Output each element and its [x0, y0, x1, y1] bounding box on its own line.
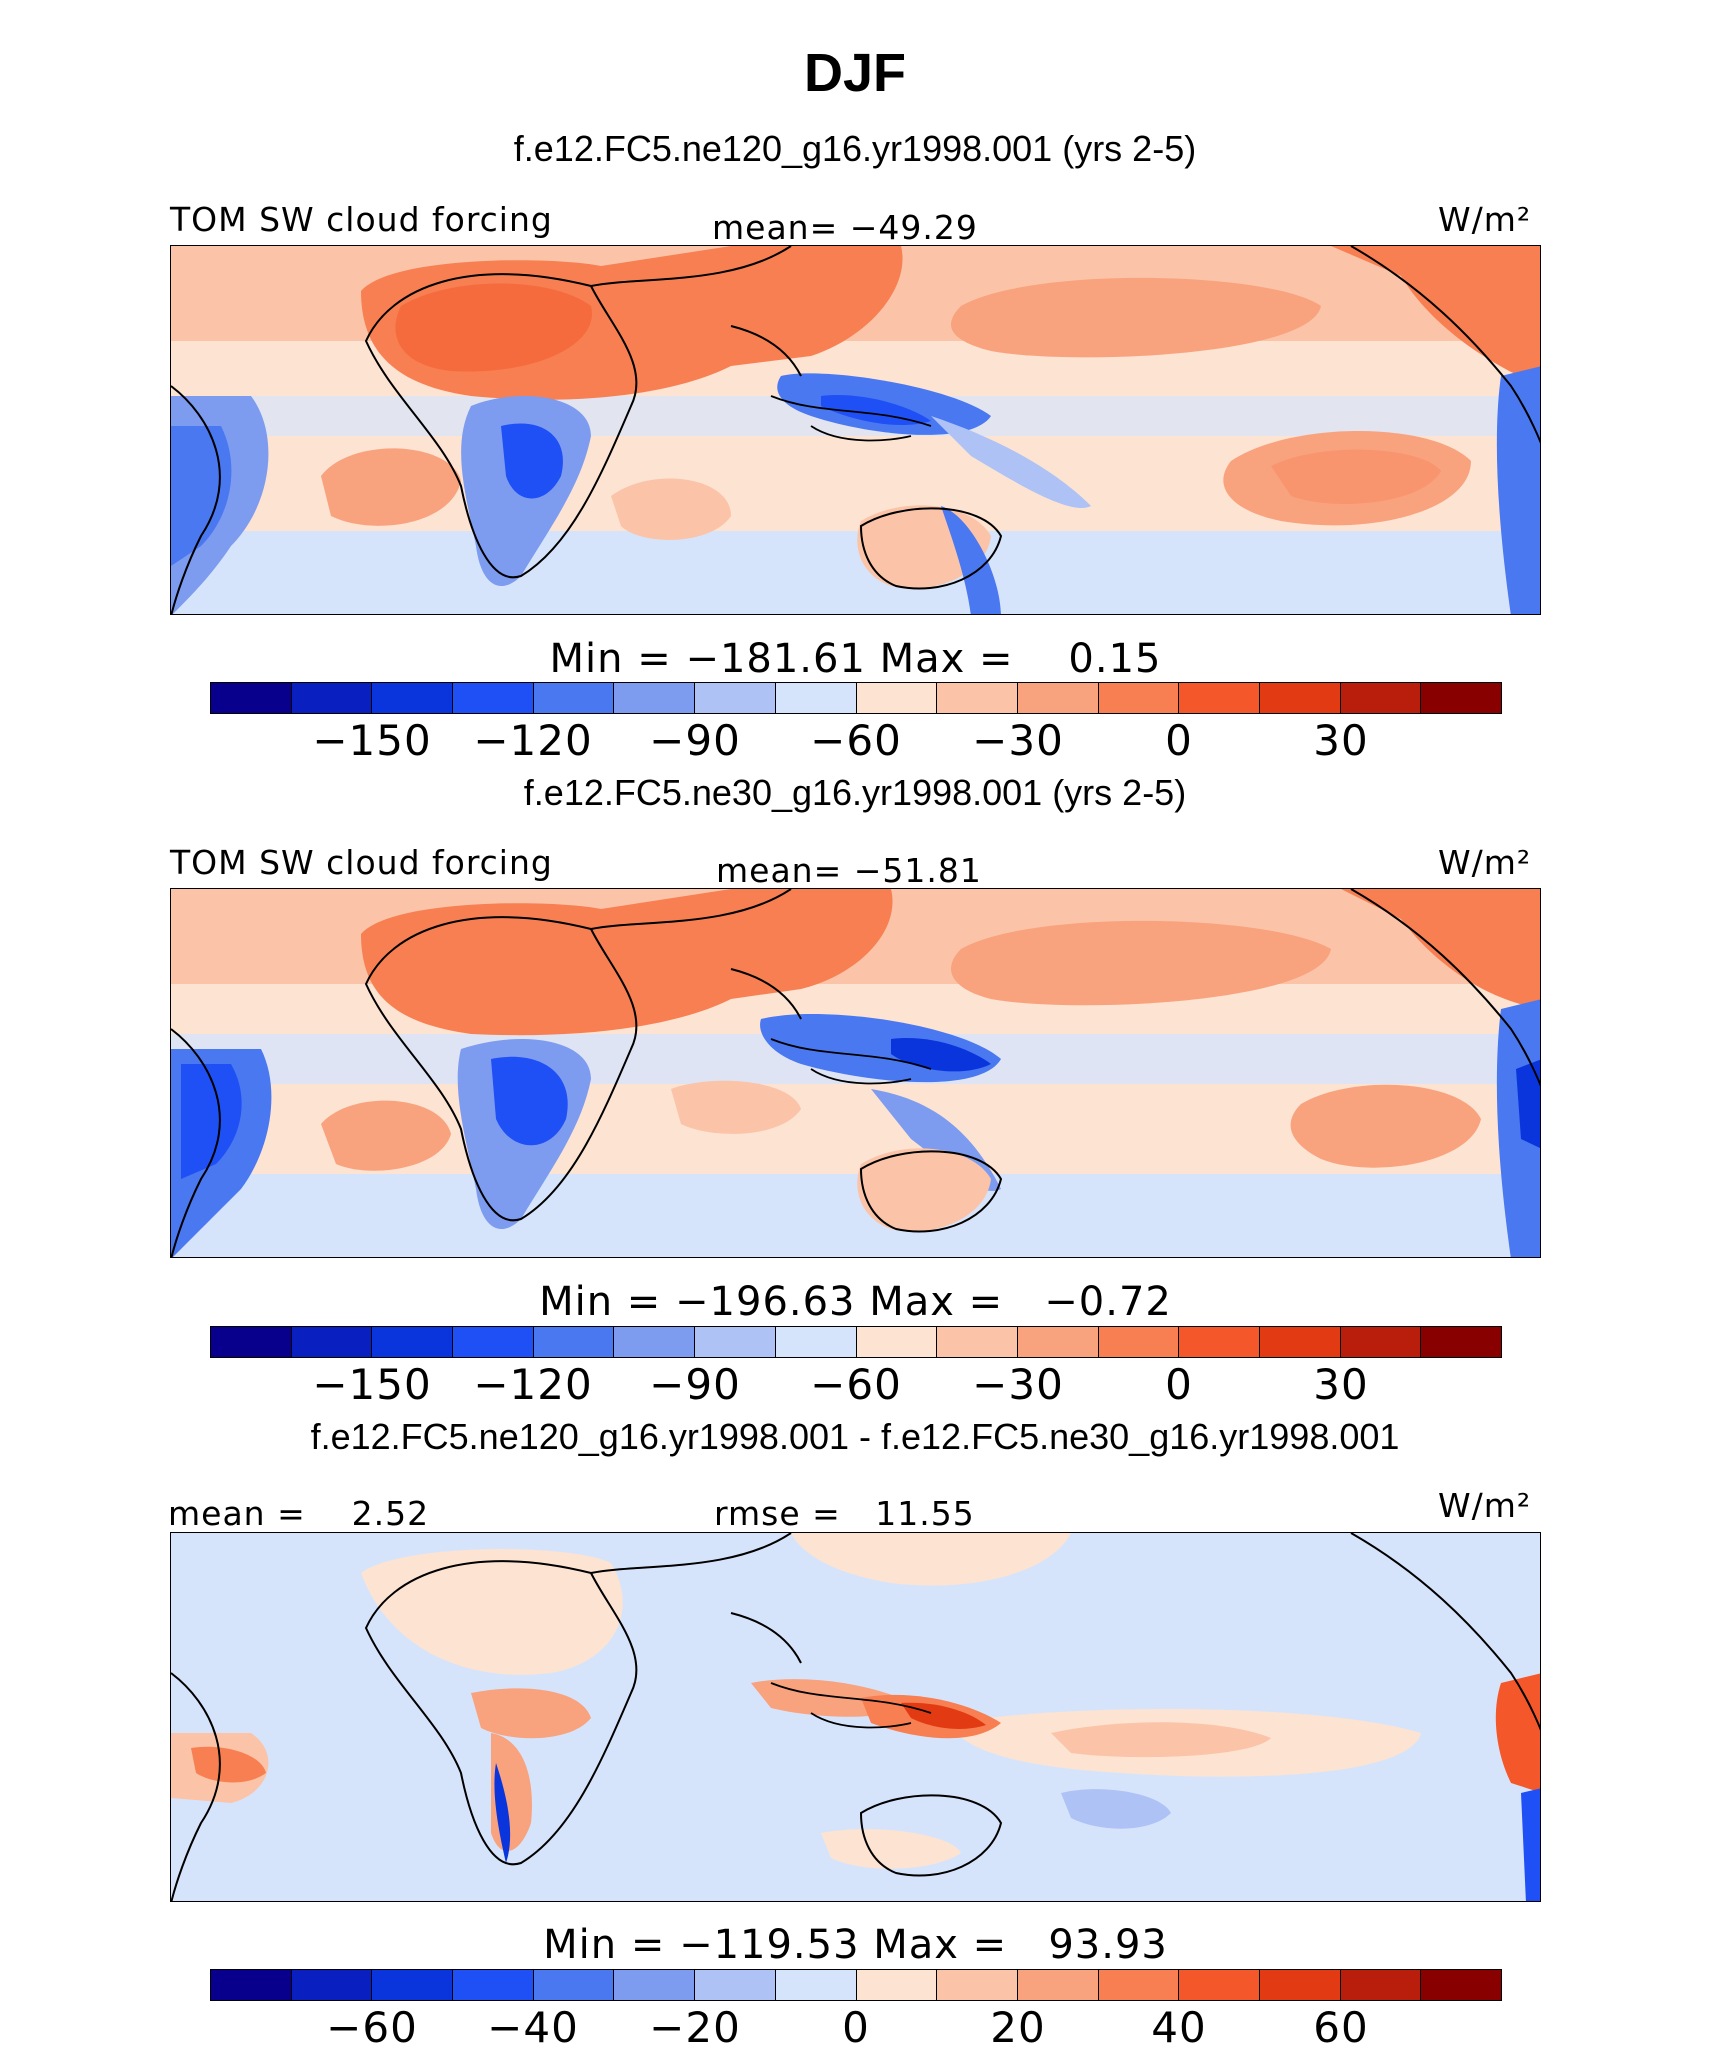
- panel-2-tick: −60: [810, 1360, 902, 1409]
- colorbar-swatch: [614, 1970, 696, 2000]
- panel-1-min-max: Min = −181.61 Max = 0.15: [549, 636, 1162, 682]
- colorbar-swatch: [533, 1327, 615, 1357]
- colorbar-swatch: [695, 1327, 776, 1357]
- colorbar-swatch: [1017, 1327, 1099, 1357]
- panel-2-tick: −90: [649, 1360, 741, 1409]
- panel-2-tick: 0: [1165, 1360, 1193, 1409]
- colorbar-swatch: [453, 683, 534, 713]
- panel-2-colorbar: [210, 1326, 1502, 1358]
- panel-3-tick: 0: [842, 2003, 870, 2052]
- colorbar-swatch: [1098, 683, 1180, 713]
- panel-2-tick: −150: [312, 1360, 432, 1409]
- colorbar-swatch: [291, 1970, 373, 2000]
- colorbar-swatch: [533, 683, 615, 713]
- colorbar-swatch: [211, 1327, 292, 1357]
- colorbar-swatch: [1179, 683, 1260, 713]
- panel-1-mean-label: mean= −49.29: [712, 208, 978, 247]
- panel-3-colorbar: [210, 1969, 1502, 2001]
- panel-1-map: [170, 245, 1541, 615]
- colorbar-swatch: [1017, 1970, 1099, 2000]
- panel-3-units-label: W/m²: [1438, 1486, 1532, 1525]
- panel-1-variable-label: TOM SW cloud forcing: [170, 200, 553, 239]
- panel-2-case-title: f.e12.FC5.ne30_g16.yr1998.001 (yrs 2-5): [523, 772, 1187, 813]
- colorbar-swatch: [1179, 1970, 1260, 2000]
- panel-3-tick: 40: [1151, 2003, 1207, 2052]
- colorbar-swatch: [937, 683, 1018, 713]
- panel-3-tick: −60: [326, 2003, 418, 2052]
- panel-3-rmse-label: rmse = 11.55: [714, 1494, 975, 1533]
- panel-2-map: [170, 888, 1541, 1258]
- panel-3-map: [170, 1532, 1541, 1902]
- panel-2-tick: −120: [473, 1360, 593, 1409]
- colorbar-swatch: [1098, 1327, 1180, 1357]
- colorbar-swatch: [1098, 1970, 1180, 2000]
- colorbar-swatch: [533, 1970, 615, 2000]
- colorbar-swatch: [1421, 1970, 1501, 2000]
- panel-1-tick: −60: [810, 716, 902, 765]
- colorbar-swatch: [453, 1970, 534, 2000]
- colorbar-swatch: [1340, 683, 1422, 713]
- panel-3-tick: −40: [487, 2003, 579, 2052]
- colorbar-swatch: [211, 1970, 292, 2000]
- panel-1-tick: −120: [473, 716, 593, 765]
- colorbar-swatch: [937, 1970, 1018, 2000]
- colorbar-swatch: [775, 1327, 857, 1357]
- figure-title: DJF: [803, 43, 906, 103]
- panel-2-variable-label: TOM SW cloud forcing: [170, 843, 553, 882]
- panel-3-tick: 60: [1313, 2003, 1369, 2052]
- colorbar-swatch: [614, 683, 696, 713]
- colorbar-swatch: [372, 1970, 454, 2000]
- colorbar-swatch: [1421, 683, 1501, 713]
- colorbar-swatch: [372, 683, 454, 713]
- colorbar-swatch: [1259, 1970, 1341, 2000]
- colorbar-swatch: [614, 1327, 696, 1357]
- panel-1-tick: 30: [1313, 716, 1369, 765]
- panel-1-units-label: W/m²: [1438, 200, 1532, 239]
- colorbar-swatch: [856, 683, 938, 713]
- panel-1-case-title: f.e12.FC5.ne120_g16.yr1998.001 (yrs 2-5): [513, 128, 1197, 169]
- colorbar-swatch: [695, 683, 776, 713]
- colorbar-swatch: [211, 683, 292, 713]
- colorbar-swatch: [1340, 1970, 1422, 2000]
- panel-3-min-max: Min = −119.53 Max = 93.93: [543, 1922, 1168, 1968]
- colorbar-swatch: [937, 1327, 1018, 1357]
- colorbar-swatch: [1259, 1327, 1341, 1357]
- panel-3-tick: −20: [649, 2003, 741, 2052]
- panel-1-tick: −150: [312, 716, 432, 765]
- panel-2-tick: 30: [1313, 1360, 1369, 1409]
- panel-3-case-title: f.e12.FC5.ne120_g16.yr1998.001 - f.e12.F…: [310, 1416, 1400, 1457]
- panel-2-mean-label: mean= −51.81: [716, 851, 982, 890]
- panel-2-min-max: Min = −196.63 Max = −0.72: [539, 1279, 1172, 1325]
- panel-1-tick: −90: [649, 716, 741, 765]
- colorbar-swatch: [856, 1970, 938, 2000]
- panel-2-tick: −30: [972, 1360, 1064, 1409]
- panel-2-units-label: W/m²: [1438, 843, 1532, 882]
- panel-1-colorbar: [210, 682, 1502, 714]
- colorbar-swatch: [291, 683, 373, 713]
- panel-1-tick: 0: [1165, 716, 1193, 765]
- panel-3-tick: 20: [990, 2003, 1046, 2052]
- colorbar-swatch: [372, 1327, 454, 1357]
- colorbar-swatch: [856, 1327, 938, 1357]
- colorbar-swatch: [1340, 1327, 1422, 1357]
- colorbar-swatch: [1179, 1327, 1260, 1357]
- colorbar-swatch: [1421, 1327, 1501, 1357]
- colorbar-swatch: [1017, 683, 1099, 713]
- colorbar-swatch: [695, 1970, 776, 2000]
- colorbar-swatch: [291, 1327, 373, 1357]
- colorbar-swatch: [1259, 683, 1341, 713]
- colorbar-swatch: [775, 1970, 857, 2000]
- colorbar-swatch: [453, 1327, 534, 1357]
- colorbar-swatch: [775, 683, 857, 713]
- panel-1-tick: −30: [972, 716, 1064, 765]
- panel-3-mean-label: mean = 2.52: [168, 1494, 430, 1533]
